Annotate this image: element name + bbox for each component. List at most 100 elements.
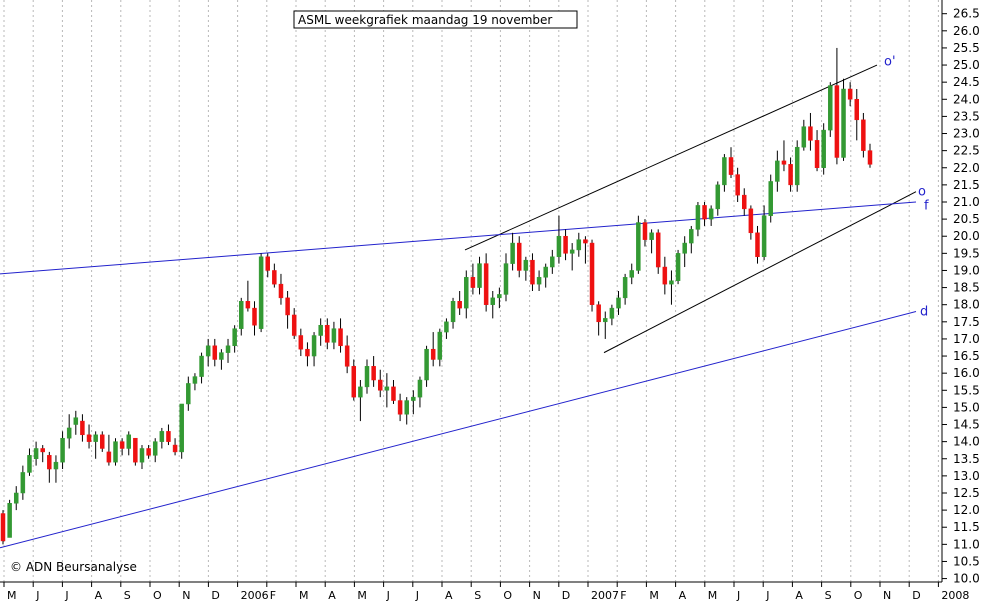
candle-body-down [245,301,251,309]
candle [483,253,489,312]
candle [649,229,654,254]
candle-body-up [179,403,184,453]
candle [550,249,555,274]
y-tick-label: 25.5 [953,41,980,55]
candle-body-up [126,434,131,449]
candle [364,359,370,394]
candle-body-up [794,146,800,186]
x-tick-label: M [708,589,718,602]
candle-body-down [278,283,284,299]
candle [33,441,39,466]
y-tick-label: 12.5 [953,486,980,500]
candle [344,335,350,374]
candle [867,143,873,168]
y-tick-label: 16.0 [953,366,980,380]
candle-body-up [152,441,158,456]
candle [675,249,681,285]
candle [219,349,224,370]
x-tick-label: 2007 [591,589,619,602]
candle [616,291,621,315]
candle-body-down [377,379,383,391]
y-tick-label: 21.0 [953,195,980,209]
candle-body-up [761,215,767,258]
candle-body-up [93,434,98,442]
candle [272,263,277,288]
candle-body-up [27,455,32,473]
x-tick-label: D [562,589,570,602]
candle-body-down [596,304,601,323]
y-tick-label: 24.0 [953,92,980,106]
candle [450,297,456,329]
candle [457,291,462,315]
candle [80,414,85,442]
candle-body-down [80,420,85,436]
trendline-1 [464,64,878,251]
candle [212,338,218,367]
candle-body-up [801,126,807,148]
candle [603,311,608,339]
trendline-3 [0,201,917,275]
candle-body-up [821,129,826,169]
candle [755,225,760,264]
x-tick-label: S [825,589,832,602]
candle-body-down [100,434,105,449]
y-tick-label: 13.5 [953,452,980,466]
candle [305,342,310,367]
candle [13,486,19,511]
candle-body-down [563,235,568,254]
candle-body-down [847,88,853,100]
candle-body-down [702,205,707,220]
candle [192,373,198,391]
candle [596,301,601,336]
candle-body-up [364,366,370,388]
candle [239,297,244,336]
x-tick-label: M [649,589,659,602]
trendlines [0,64,917,549]
candle-body-up [205,345,211,357]
title-box [293,10,578,29]
x-tick-label: M [7,589,17,602]
candle-body-up [66,427,72,439]
candle-body-up [682,242,687,254]
candle-body-up [775,160,780,182]
candle [530,253,535,291]
x-tick-label: D [211,589,219,602]
candle-body-down [867,150,873,165]
candle-body-up [311,335,317,357]
candle [841,78,846,161]
candle-body-up [225,345,231,353]
y-tick-label: 11.0 [953,537,980,551]
candle [629,263,634,285]
candle [622,273,628,305]
x-tick-label: F [270,589,276,602]
candle [252,301,257,336]
candle [556,215,562,264]
candle [689,225,694,254]
candle-body-down [146,448,151,456]
candle-body-up [543,266,548,278]
candle-body-up [411,396,416,401]
candle [186,376,191,411]
candle-body-down [47,455,52,470]
candle-body-up [722,157,727,186]
candle-body-down [530,259,535,285]
trendline-label: o [918,185,926,200]
candle-body-down [589,242,595,305]
candle [669,270,674,305]
candle-body-up [536,277,542,285]
candle [748,205,754,240]
y-tick-label: 20.0 [953,229,980,243]
y-tick-label: 20.5 [953,212,980,226]
y-tick-label: 18.0 [953,298,980,312]
candle-body-up [622,277,628,299]
candle-body-up [358,386,363,398]
x-tick-label: 2006 [241,589,269,602]
candle-body-down [371,366,376,381]
y-tick-label: 10.0 [953,572,980,586]
candle [715,181,721,216]
candle-body-down [119,441,125,449]
candle [775,150,780,192]
candle [318,318,323,346]
candle-body-down [133,437,138,463]
